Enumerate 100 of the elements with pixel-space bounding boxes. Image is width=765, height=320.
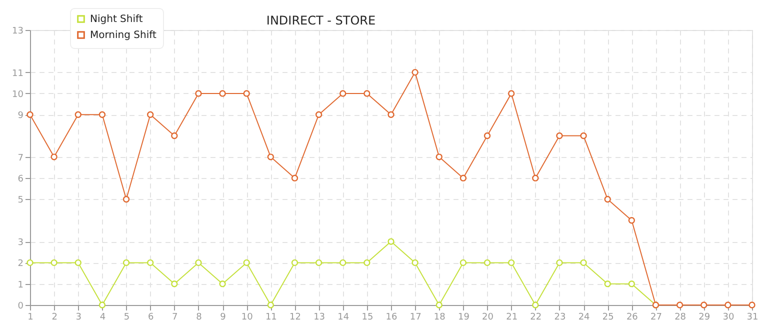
point [267, 302, 274, 308]
point [146, 111, 154, 118]
y-tick-label: 5 [18, 196, 24, 206]
point [171, 280, 178, 288]
x-tick-label: 6 [148, 312, 154, 320]
x-tick-label: 15 [362, 312, 374, 320]
point [195, 259, 202, 266]
point [556, 259, 563, 266]
y-tick-label: 1 [18, 280, 24, 290]
x-tick-label: 21 [506, 312, 518, 320]
legend-label: Night Shift [90, 14, 143, 25]
x-tick-label: 2 [52, 312, 58, 320]
x-tick-label: 29 [698, 312, 710, 320]
x-tick-label: 20 [482, 312, 494, 320]
point [508, 259, 515, 266]
point [748, 302, 756, 308]
x-tick-label: 10 [241, 312, 254, 320]
point [412, 259, 418, 266]
point [628, 217, 636, 224]
x-tick-label: 16 [386, 312, 398, 320]
y-tick-label: 0 [18, 302, 24, 312]
point [364, 259, 370, 266]
x-tick-label: 25 [602, 312, 614, 320]
point [146, 259, 154, 266]
point [98, 111, 106, 118]
point [604, 280, 611, 288]
point [436, 302, 442, 308]
x-tick-label: 17 [410, 312, 422, 320]
y-tick-label: 10 [12, 90, 24, 100]
x-tick-label: 7 [172, 312, 178, 320]
x-tick-label: 4 [100, 312, 106, 320]
point [98, 302, 106, 308]
y-tick-label: 7 [18, 153, 24, 164]
x-tick-label: 28 [674, 312, 686, 320]
point [315, 111, 322, 118]
point [604, 196, 611, 203]
point [460, 259, 467, 266]
y-tick-label: 13 [12, 26, 24, 36]
x-tick-label: 9 [220, 312, 226, 320]
x-tick-label: 19 [458, 312, 470, 320]
point [243, 259, 250, 266]
point [532, 174, 539, 182]
point [724, 302, 732, 308]
x-tick-label: 27 [650, 312, 662, 320]
point [460, 174, 467, 182]
point [26, 111, 34, 118]
chart-title: INDIRECT - STORE [266, 14, 376, 28]
x-tick-label: 3 [76, 312, 82, 320]
point [580, 259, 587, 266]
point [340, 259, 346, 266]
x-tick-label: 22 [530, 312, 542, 320]
point [676, 302, 684, 308]
x-tick-label: 30 [722, 312, 734, 320]
x-tick-label: 31 [746, 312, 758, 320]
point [267, 154, 274, 160]
y-tick-label: 2 [18, 259, 24, 270]
point [388, 238, 394, 245]
point [50, 259, 58, 266]
y-tick-label: 11 [12, 68, 24, 79]
point [436, 154, 442, 160]
point [219, 280, 226, 288]
x-tick-label: 13 [314, 312, 326, 320]
point [700, 302, 708, 308]
point [532, 302, 539, 308]
x-tick-label: 14 [338, 312, 350, 320]
x-tick-label: 1 [28, 312, 34, 320]
y-tick-label: 6 [18, 174, 24, 185]
point [412, 68, 418, 76]
x-tick-label: 12 [290, 312, 301, 320]
point [508, 90, 515, 97]
point [364, 90, 370, 97]
x-tick-label: 18 [434, 312, 446, 320]
point [243, 90, 250, 97]
y-tick-label: 3 [18, 238, 24, 248]
point [50, 154, 58, 160]
point [291, 259, 298, 266]
point [74, 111, 82, 118]
y-tick-label: 9 [18, 111, 24, 122]
point [388, 111, 394, 118]
point [122, 196, 130, 203]
x-tick-label: 24 [578, 312, 590, 320]
point [195, 90, 202, 97]
point [484, 259, 491, 266]
point [122, 259, 130, 266]
point [580, 132, 587, 140]
point [219, 90, 226, 97]
point [26, 259, 34, 266]
x-tick-label: 8 [196, 312, 202, 320]
point [171, 132, 178, 140]
point [340, 90, 346, 97]
x-tick-label: 26 [626, 312, 638, 320]
legend-label: Morning Shift [90, 30, 156, 41]
point [315, 259, 322, 266]
point [291, 174, 298, 182]
point [628, 280, 636, 288]
point [484, 132, 491, 140]
x-tick-label: 23 [554, 312, 566, 320]
x-tick-label: 11 [265, 312, 277, 320]
point [74, 259, 82, 266]
x-tick-label: 5 [124, 312, 130, 320]
